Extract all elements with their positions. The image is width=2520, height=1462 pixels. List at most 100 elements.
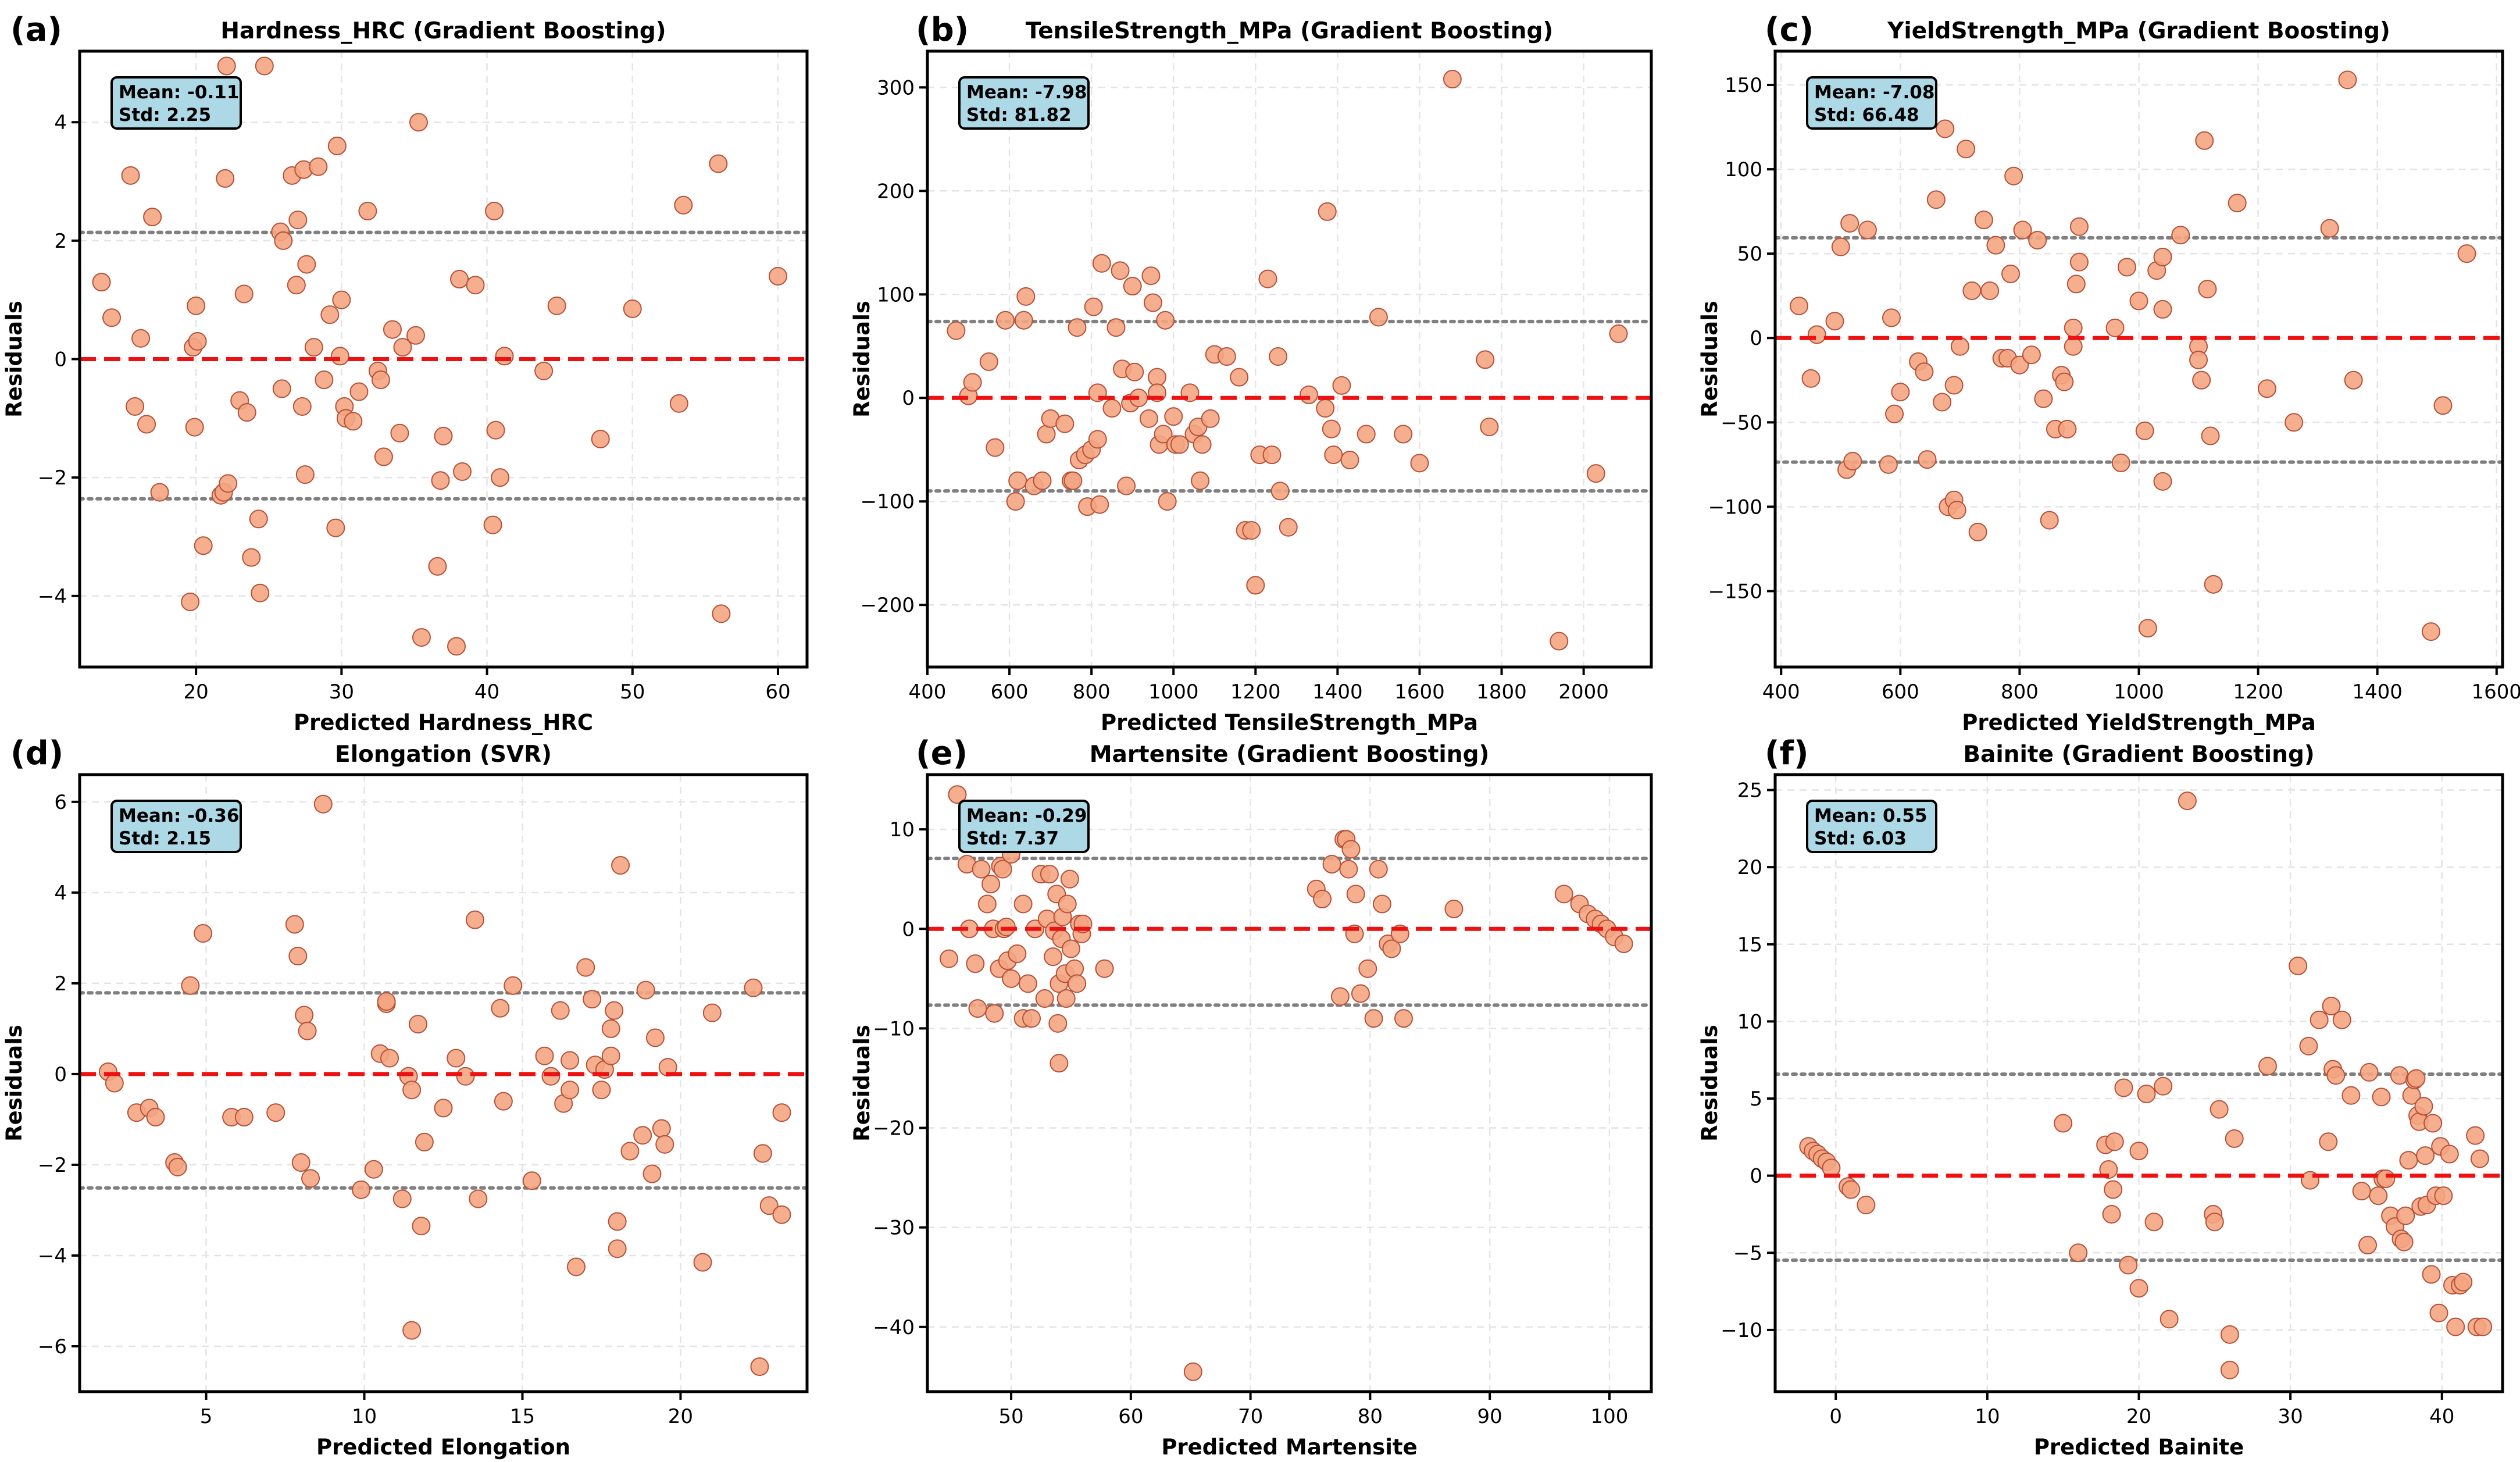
data-point <box>2004 166 2023 186</box>
y-tick-label: 100 <box>877 283 915 306</box>
data-point <box>1947 501 1966 520</box>
data-point <box>1957 140 1976 159</box>
data-point <box>1141 266 1161 286</box>
data-point <box>2470 1149 2489 1168</box>
data-point <box>1885 404 1904 423</box>
data-point <box>2414 1097 2433 1116</box>
data-point <box>940 949 959 968</box>
data-point <box>1018 974 1037 993</box>
y-tick-label: 0 <box>1750 327 1762 350</box>
data-point <box>2434 1186 2453 1206</box>
data-point <box>2069 252 2089 272</box>
data-point <box>2104 1180 2123 1199</box>
data-point <box>561 1051 580 1070</box>
x-axis-label: Predicted Martensite <box>1161 1435 1417 1460</box>
data-point <box>2320 219 2339 238</box>
data-point <box>2034 389 2053 408</box>
data-point <box>2344 370 2363 390</box>
y-tick-label: 20 <box>1737 856 1762 879</box>
y-tick-label: 2 <box>54 230 67 253</box>
data-point <box>412 628 431 647</box>
x-tick-label: 10 <box>1975 1405 2000 1428</box>
data-point <box>1139 409 1158 428</box>
data-point <box>2454 1272 2473 1292</box>
x-tick-label: 0 <box>1829 1405 1842 1428</box>
x-tick-label: 40 <box>474 680 499 704</box>
data-point <box>1060 869 1079 889</box>
data-point <box>486 420 505 440</box>
data-point <box>2160 1310 2179 1329</box>
chart-title: Bainite (Gradient Boosting) <box>1963 741 2314 768</box>
data-point <box>1322 419 1341 438</box>
data-point <box>315 370 334 390</box>
x-tick-label: 2000 <box>1558 680 1609 704</box>
y-tick-label: 100 <box>1725 158 1762 181</box>
data-point <box>643 1164 662 1183</box>
data-point <box>1933 393 1952 412</box>
data-point <box>2010 355 2029 375</box>
data-point <box>1790 297 1809 316</box>
data-point <box>534 361 554 380</box>
data-point <box>759 1196 779 1215</box>
data-point <box>1831 237 1850 256</box>
data-point <box>1324 445 1343 465</box>
stats-box <box>110 800 242 853</box>
chart-title: TensileStrength_MPa (Gradient Boosting) <box>1026 18 1553 44</box>
x-tick-label: 400 <box>1762 680 1800 704</box>
data-point <box>1339 860 1358 879</box>
data-area <box>80 56 807 656</box>
data-point <box>313 794 333 814</box>
data-point <box>402 1081 422 1100</box>
data-area <box>927 70 1651 651</box>
y-tick-label: 15 <box>1737 933 1762 957</box>
y-axis-label: Residuals <box>2 301 27 418</box>
data-point <box>2129 291 2148 311</box>
data-point <box>1841 1180 1861 1199</box>
data-point <box>2326 1066 2346 1085</box>
stats-mean: Mean: -7.08 <box>1814 82 1934 103</box>
data-point <box>469 1189 488 1208</box>
data-point <box>1084 297 1103 316</box>
data-point <box>2204 575 2223 594</box>
data-point <box>1006 492 1025 511</box>
data-point <box>2473 1317 2493 1336</box>
y-tick-label: −50 <box>1721 411 1762 434</box>
data-point <box>2394 1232 2414 1251</box>
data-point <box>1123 277 1142 296</box>
data-point <box>996 311 1015 330</box>
data-point <box>1111 261 1130 280</box>
data-point <box>2322 996 2341 1015</box>
data-point <box>674 195 693 215</box>
panel-label: (f) <box>1765 734 1809 772</box>
data-point <box>623 299 642 318</box>
data-point <box>219 474 238 493</box>
x-tick-label: 15 <box>510 1405 535 1428</box>
data-area <box>927 785 1651 1381</box>
x-tick-label: 1000 <box>2114 680 2164 704</box>
panel-label: (a) <box>10 11 62 49</box>
data-point <box>966 954 985 974</box>
data-point <box>1246 576 1265 595</box>
data-point <box>2396 1206 2415 1225</box>
data-point <box>194 924 213 943</box>
y-tick-label: −4 <box>38 1245 67 1268</box>
data-point <box>1410 454 1429 473</box>
data-point <box>605 1001 624 1020</box>
data-point <box>2001 264 2021 283</box>
data-point <box>428 557 447 576</box>
data-point <box>295 465 315 484</box>
data-point <box>2319 1132 2338 1151</box>
data-point <box>1170 435 1189 454</box>
data-point <box>2360 1062 2379 1082</box>
data-point <box>1158 492 1177 511</box>
data-point <box>168 1157 187 1176</box>
data-point <box>592 1081 611 1100</box>
data-point <box>2416 1146 2435 1165</box>
y-tick-label: 0 <box>54 1063 67 1086</box>
data-point <box>2028 230 2047 249</box>
data-point <box>374 447 393 466</box>
data-point <box>304 338 323 357</box>
data-point <box>483 515 502 534</box>
data-point <box>297 255 316 274</box>
data-point <box>655 1135 674 1154</box>
